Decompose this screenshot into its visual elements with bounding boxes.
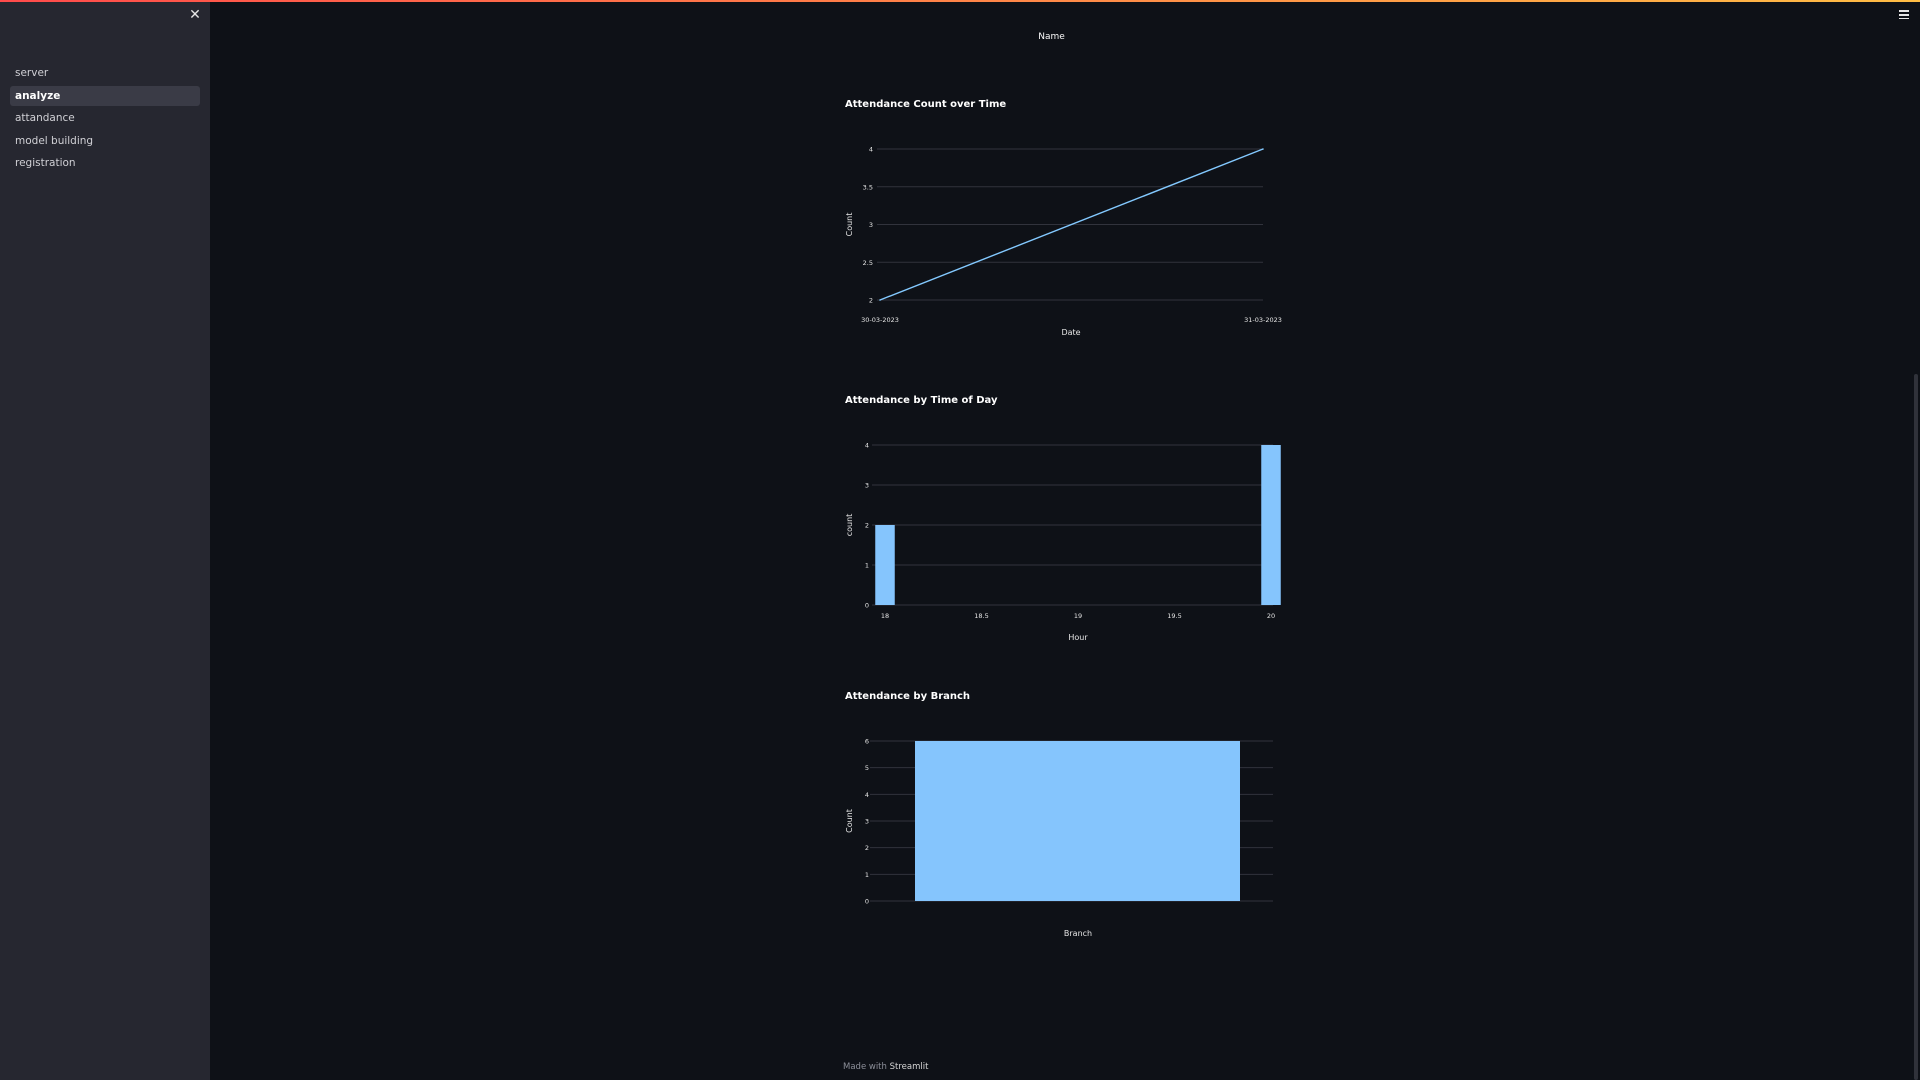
chart-title-attendance-over-time: Attendance Count over Time xyxy=(845,99,1007,110)
x-tick-label: 19 xyxy=(1074,612,1082,620)
y-tick-label: 1 xyxy=(865,871,869,879)
sidebar-item-server[interactable]: server xyxy=(15,67,49,79)
y-tick-label: 4 xyxy=(869,146,873,154)
sidebar-item-model-building[interactable]: model building xyxy=(15,134,94,147)
data-point xyxy=(1262,148,1264,150)
hamburger-menu-icon[interactable] xyxy=(1898,8,1910,22)
y-axis-label: Count xyxy=(845,809,854,833)
bar-chart: 0 1 2 3 4 5 6 Count Branch xyxy=(845,738,1273,938)
y-tick-label: 3.5 xyxy=(863,183,873,191)
x-axis-label: Branch xyxy=(1064,929,1092,938)
series-line xyxy=(879,148,1264,301)
y-tick-label: 0 xyxy=(865,602,869,610)
chart-attendance-over-time: 2 2.5 3 3.5 4 Count Date 30-03-2023 31-03-2023 xyxy=(845,135,1285,345)
y-tick-label: 5 xyxy=(865,764,869,772)
data-point xyxy=(879,299,881,301)
sidebar-nav: server analyze attandance model building… xyxy=(10,63,200,176)
y-axis-label: Count xyxy=(845,213,854,237)
close-icon[interactable]: ✕ xyxy=(189,7,201,23)
y-tick-label: 2.5 xyxy=(863,259,873,267)
y-axis-label: count xyxy=(845,514,854,537)
y-tick-label: 2 xyxy=(865,844,869,852)
y-tick-label: 2 xyxy=(869,297,873,305)
y-tick-label: 2 xyxy=(865,522,869,530)
bar xyxy=(1261,445,1281,605)
line-chart: 2 2.5 3 3.5 4 Count Date 30-03-2023 31-03-2023 xyxy=(845,146,1282,338)
y-tick-label: 0 xyxy=(865,898,869,906)
footer: Made with Streamlit xyxy=(843,1062,928,1072)
sidebar-item-analyze[interactable]: analyze xyxy=(10,85,200,106)
chart-title-attendance-by-time: Attendance by Time of Day xyxy=(845,395,998,406)
x-axis-label: Hour xyxy=(1068,633,1088,642)
x-tick-label: 31-03-2023 xyxy=(1244,316,1282,324)
y-tick-label: 6 xyxy=(865,738,869,746)
y-tick-label: 3 xyxy=(869,221,873,229)
main-content: Name Attendance Count over Time 2 2.5 3 3.5… xyxy=(845,0,1285,1080)
y-tick-label: 3 xyxy=(865,818,869,826)
sidebar-item-attandance[interactable]: attandance xyxy=(15,112,75,124)
bar xyxy=(875,525,895,605)
chart-attendance-by-branch: 0 1 2 3 4 5 6 Count Branch xyxy=(845,727,1285,938)
chart-attendance-by-time: 0 1 2 3 4 count Hour 18 18.5 19 19.5 20 xyxy=(845,431,1285,642)
x-axis-label: Date xyxy=(1061,328,1080,337)
bar xyxy=(915,741,1240,901)
scrollbar[interactable] xyxy=(1914,374,1918,1080)
histogram-chart: 0 1 2 3 4 count Hour 18 18.5 19 19.5 20 xyxy=(845,442,1281,642)
y-tick-label: 3 xyxy=(865,482,869,490)
y-tick-label: 4 xyxy=(865,442,869,450)
x-tick-label: 30-03-2023 xyxy=(861,316,899,324)
y-tick-label: 4 xyxy=(865,791,869,799)
name-label: Name xyxy=(1038,32,1065,42)
streamlit-link[interactable]: Streamlit xyxy=(889,1062,929,1072)
x-tick-label: 19.5 xyxy=(1167,612,1181,620)
x-tick-label: 18 xyxy=(881,612,889,620)
footer-prefix: Made with xyxy=(843,1062,887,1072)
chart-title-attendance-by-branch: Attendance by Branch xyxy=(845,691,971,702)
sidebar: ✕ server analyze attandance model buildi… xyxy=(0,0,210,1080)
y-tick-label: 1 xyxy=(865,562,869,570)
header-decoration-bar xyxy=(0,0,1920,2)
x-tick-label: 18.5 xyxy=(974,612,988,620)
sidebar-item-registration[interactable]: registration xyxy=(15,157,76,169)
x-tick-label: 20 xyxy=(1267,612,1275,620)
